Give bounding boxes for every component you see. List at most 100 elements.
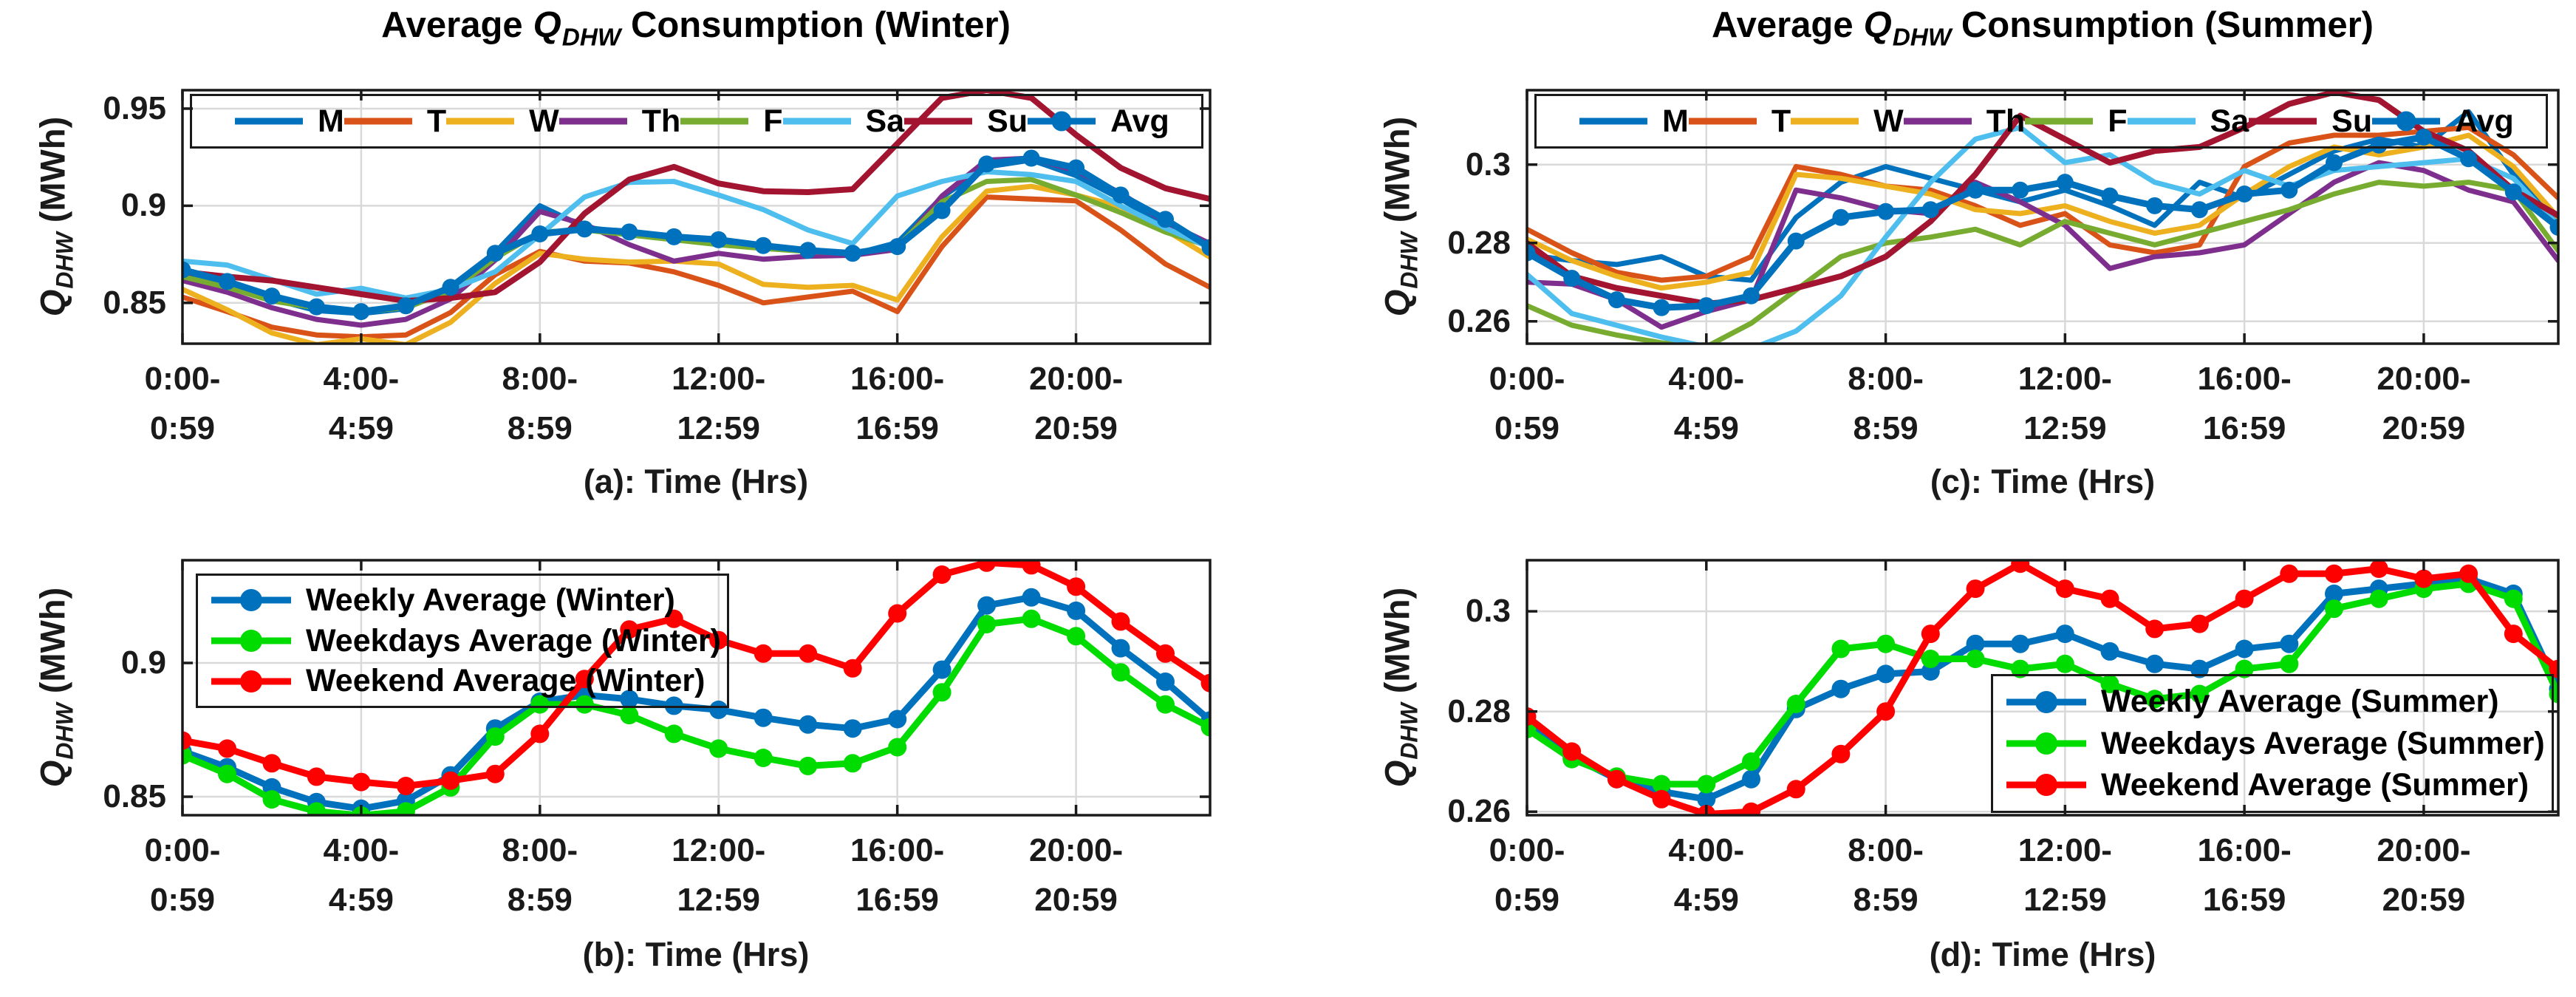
marker <box>843 754 862 773</box>
marker <box>2235 639 2254 659</box>
marker <box>1022 609 1041 628</box>
marker <box>799 756 818 775</box>
marker <box>1742 752 1760 771</box>
marker <box>2369 589 2388 608</box>
marker <box>485 727 505 746</box>
marker <box>888 604 907 623</box>
marker <box>754 749 773 767</box>
series-c-sa <box>1527 124 2558 344</box>
marker <box>710 231 728 248</box>
marker <box>182 261 191 279</box>
marker <box>2460 150 2478 168</box>
marker <box>2326 154 2343 171</box>
marker <box>1653 299 1670 316</box>
marker <box>2415 129 2433 146</box>
marker <box>219 273 236 290</box>
marker <box>1607 769 1626 789</box>
marker <box>1876 634 1896 653</box>
marker <box>664 696 683 715</box>
marker <box>1562 742 1582 761</box>
chart-d-plot-area <box>1527 560 2558 815</box>
marker <box>2145 619 2165 639</box>
marker <box>2504 589 2523 608</box>
marker <box>2281 181 2298 199</box>
marker <box>530 695 550 714</box>
series-a-su <box>182 90 1210 304</box>
marker <box>2280 654 2299 673</box>
marker <box>978 155 996 173</box>
series-a-w <box>182 183 1210 344</box>
marker <box>1831 679 1851 698</box>
marker <box>2325 584 2343 603</box>
marker <box>2504 625 2523 644</box>
marker <box>664 609 683 628</box>
series-c-w <box>1527 132 2558 291</box>
marker <box>575 695 594 714</box>
marker <box>262 790 281 809</box>
chart-a-axes-box <box>181 89 1212 345</box>
marker <box>2235 589 2254 608</box>
marker <box>888 738 907 757</box>
marker <box>1921 625 1940 644</box>
chart-b-axes-box <box>181 559 1212 817</box>
marker <box>1876 664 1896 684</box>
marker <box>932 660 952 679</box>
marker <box>2549 219 2558 236</box>
marker <box>843 719 862 738</box>
marker <box>2101 187 2119 205</box>
marker <box>182 731 192 750</box>
marker <box>2056 174 2074 191</box>
marker <box>621 223 638 241</box>
marker <box>2235 659 2254 678</box>
marker <box>1967 181 1984 199</box>
marker <box>2012 181 2029 199</box>
marker <box>1743 287 1760 304</box>
marker <box>1112 186 1130 204</box>
series-c-f <box>1527 180 2558 344</box>
marker <box>2055 654 2074 673</box>
marker <box>2011 659 2030 678</box>
marker <box>889 238 906 256</box>
marker <box>442 279 459 296</box>
marker <box>1157 211 1174 228</box>
chart-b-plot <box>181 559 1212 817</box>
marker <box>2145 690 2165 709</box>
marker <box>1022 588 1041 607</box>
marker <box>1697 789 1716 809</box>
marker <box>932 683 952 702</box>
marker <box>1201 239 1210 256</box>
marker <box>977 560 997 572</box>
marker <box>1652 775 1671 794</box>
marker <box>218 739 236 758</box>
marker <box>620 706 639 725</box>
marker <box>2414 569 2433 588</box>
marker <box>2145 654 2165 673</box>
chart-d-axes-box <box>1526 559 2560 817</box>
marker <box>2146 197 2164 214</box>
marker <box>1787 232 1805 250</box>
marker <box>1527 244 1536 262</box>
marker <box>218 764 236 783</box>
marker <box>2190 684 2209 704</box>
marker <box>2190 201 2208 219</box>
marker <box>977 615 997 633</box>
marker <box>1111 663 1130 682</box>
marker <box>799 644 818 663</box>
marker <box>2011 634 2030 653</box>
chart-d-plot <box>1526 559 2560 817</box>
marker <box>709 700 728 719</box>
marker <box>932 565 952 584</box>
marker <box>531 225 549 242</box>
marker <box>1022 560 1041 575</box>
marker <box>664 724 683 744</box>
marker <box>799 715 818 734</box>
marker <box>2235 186 2253 203</box>
marker <box>307 767 326 786</box>
marker <box>307 298 325 316</box>
marker <box>1921 201 1939 219</box>
marker <box>2549 659 2558 678</box>
marker <box>754 644 773 663</box>
marker <box>799 242 817 259</box>
marker <box>1742 769 1760 789</box>
marker <box>2370 136 2388 154</box>
